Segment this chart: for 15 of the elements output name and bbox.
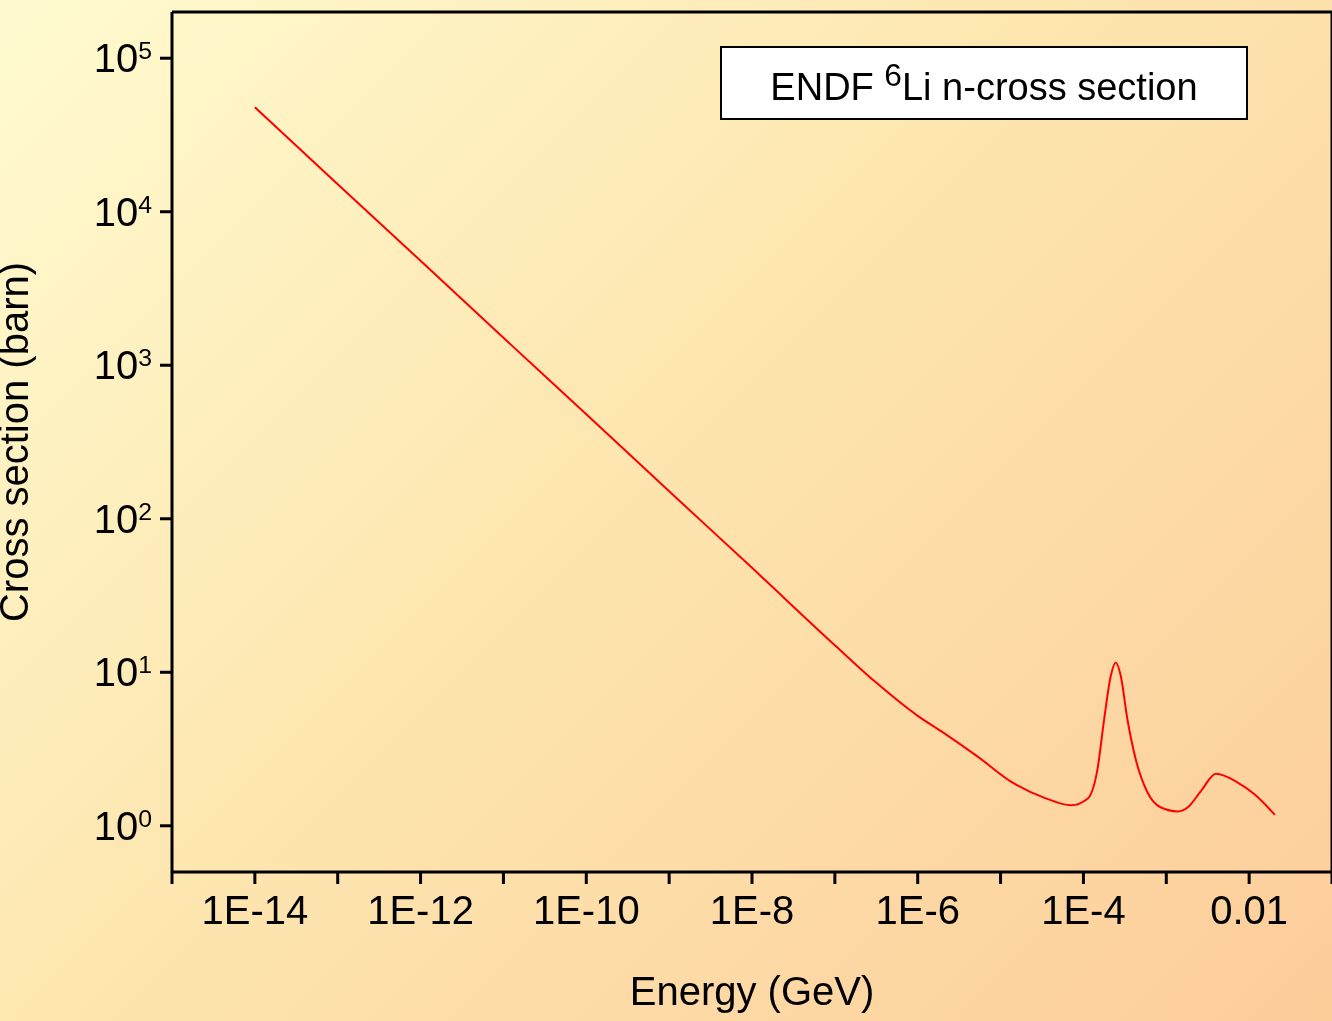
y-tick-label: 10$^{4}$ [93, 189, 153, 234]
y-tick-label: 10$^{0}$ [93, 803, 152, 848]
x-axis-title: Energy (GeV) [629, 969, 875, 1013]
x-tick-label: 1E-14 [201, 888, 309, 932]
x-tick-label: 1E-6 [875, 888, 960, 932]
x-tick-label: 1E-12 [367, 888, 474, 932]
x-tick-label: 0.01 [1210, 888, 1289, 932]
x-tick-label: 1E-10 [532, 888, 640, 932]
y-tick-label: 10$^{3}$ [93, 343, 152, 388]
x-tick-label: 1E-8 [709, 888, 795, 932]
x-tick-label: 1E-4 [1041, 888, 1126, 932]
text: ENDF $^{6}$Li n-cross section [770, 57, 1198, 109]
y-tick-label: 10$^{5}$ [93, 36, 152, 81]
y-tick-label: 10$^{1}$ [93, 650, 152, 695]
y-tick-label: 10$^{2}$ [93, 496, 152, 541]
